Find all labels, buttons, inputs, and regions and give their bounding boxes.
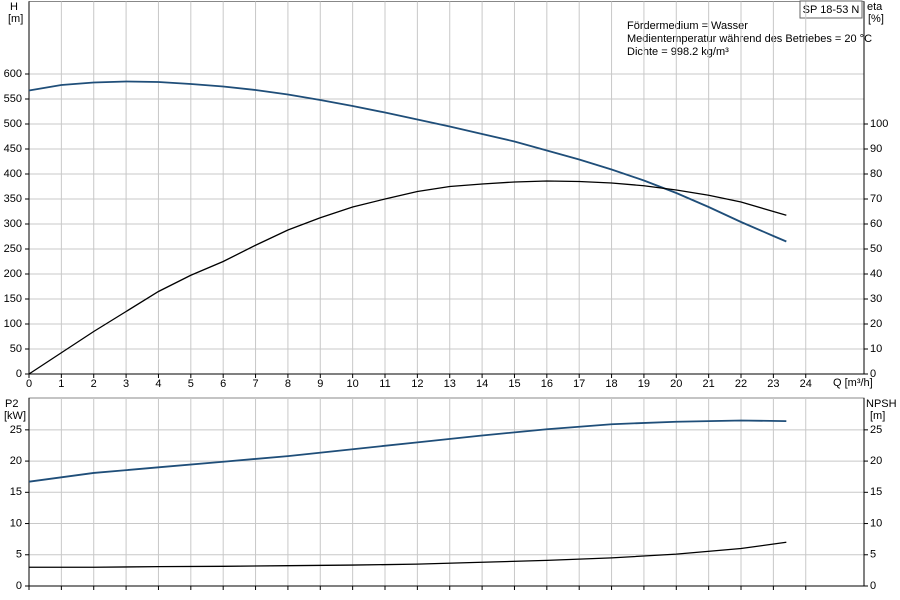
x-tick-label: 1 (58, 378, 64, 390)
data-line (28, 80, 787, 243)
y2-axis-label: NPSH (866, 398, 897, 410)
y2-tick-label: 10 (870, 343, 882, 355)
y-tick-label: 20 (10, 455, 22, 467)
y-tick-label: 25 (10, 424, 22, 436)
x-axis-label: Q [m³/h] (833, 377, 873, 389)
y2-tick-label: 25 (870, 424, 882, 436)
x-tick-label: 23 (767, 378, 779, 390)
y-tick-label: 5 (16, 549, 22, 561)
y-axis-label: H (10, 1, 18, 13)
x-tick-label: 24 (800, 378, 812, 390)
y2-tick-label: 10 (870, 517, 882, 529)
y-tick-label: 350 (4, 193, 22, 205)
y2-tick-label: 0 (870, 368, 876, 380)
y-tick-label: 600 (4, 68, 22, 80)
x-tick-label: 2 (91, 378, 97, 390)
x-tick-label: 6 (220, 378, 226, 390)
annotation: Dichte = 998.2 kg/m³ (627, 46, 729, 58)
y2-tick-label: 100 (870, 118, 888, 130)
x-tick-label: 21 (703, 378, 715, 390)
label-box (799, 0, 863, 19)
x-tick-label: 5 (188, 378, 194, 390)
y-tick-label: 500 (4, 118, 22, 130)
plot-frame (28, 1, 865, 375)
x-tick-label: 18 (605, 378, 617, 390)
y-axis-unit: [m] (8, 13, 23, 25)
y2-axis-label: eta (867, 1, 883, 13)
y2-axis-unit: [m] (870, 410, 885, 422)
y2-tick-label: 20 (870, 318, 882, 330)
y-tick-label: 50 (10, 343, 22, 355)
x-tick-label: 16 (541, 378, 553, 390)
x-tick-label: 7 (252, 378, 258, 390)
annotation: Fördermedium = Wasser (627, 20, 748, 32)
y2-tick-label: 90 (870, 143, 882, 155)
y2-tick-label: 20 (870, 455, 882, 467)
y-tick-label: 450 (4, 143, 22, 155)
x-tick-label: 14 (476, 378, 488, 390)
x-tick-label: 19 (638, 378, 650, 390)
x-tick-label: 11 (379, 378, 390, 390)
x-tick-label: 13 (444, 378, 456, 390)
x-tick-label: 3 (123, 378, 129, 390)
y2-tick-label: 0 (870, 580, 876, 592)
x-tick-label: 15 (508, 378, 520, 390)
x-tick-label: 20 (670, 378, 682, 390)
y-tick-label: 15 (10, 486, 22, 498)
x-tick-label: 17 (573, 378, 585, 390)
y-tick-label: 100 (4, 318, 22, 330)
y-tick-label: 0 (16, 368, 22, 380)
y2-tick-label: 50 (870, 243, 882, 255)
y2-tick-label: 70 (870, 193, 882, 205)
y2-tick-label: 40 (870, 268, 882, 280)
y-tick-label: 0 (16, 580, 22, 592)
x-tick-label: 8 (285, 378, 291, 390)
x-tick-label: 4 (155, 378, 161, 390)
data-line (28, 419, 787, 483)
y2-tick-label: 80 (870, 168, 882, 180)
data-line (28, 180, 787, 375)
y2-axis-unit: [%] (868, 13, 884, 25)
y2-tick-label: 15 (870, 486, 882, 498)
annotation: Medientemperatur während des Betriebes =… (627, 33, 872, 45)
data-line (29, 541, 787, 568)
x-tick-label: 12 (411, 378, 423, 390)
y2-tick-label: 5 (870, 549, 876, 561)
x-tick-label: 0 (26, 378, 32, 390)
x-tick-label: 22 (735, 378, 747, 390)
y-tick-label: 250 (4, 243, 22, 255)
y-tick-label: 400 (4, 168, 22, 180)
y-tick-label: 150 (4, 293, 22, 305)
y-tick-label: 300 (4, 218, 22, 230)
y-axis-label: P2 (5, 398, 18, 410)
pump-title: SP 18-53 N (803, 4, 860, 16)
y-axis-unit: [kW] (4, 410, 26, 422)
x-tick-label: 10 (347, 378, 359, 390)
y2-tick-label: 30 (870, 293, 882, 305)
y2-tick-label: 60 (870, 218, 882, 230)
y-tick-label: 10 (10, 517, 22, 529)
x-tick-label: 9 (317, 378, 323, 390)
y-tick-label: 550 (4, 93, 22, 105)
y-tick-label: 200 (4, 268, 22, 280)
